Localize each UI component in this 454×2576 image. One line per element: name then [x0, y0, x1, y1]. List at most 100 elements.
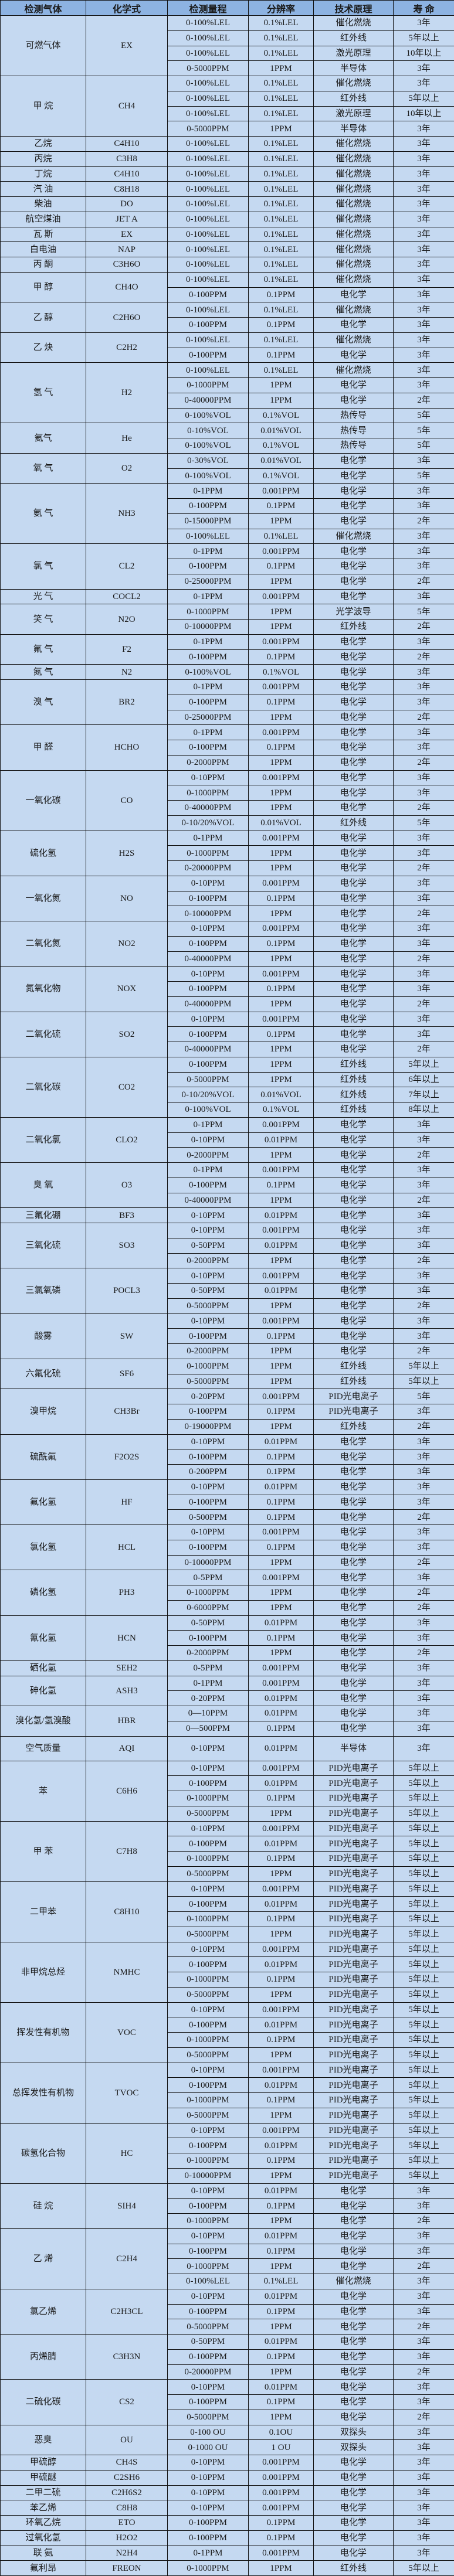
- technology-cell: 电化学: [314, 1329, 394, 1344]
- range-cell: 0-100%LEL: [168, 227, 249, 242]
- range-cell: 0-100%LEL: [168, 529, 249, 544]
- technology-cell: 电化学: [314, 1449, 394, 1465]
- lifespan-cell: 3年: [394, 559, 454, 574]
- range-cell: 0-100 OU: [168, 2425, 249, 2440]
- lifespan-cell: 5年以上: [394, 91, 454, 106]
- lifespan-cell: 3年: [394, 76, 454, 91]
- technology-cell: 电化学: [314, 1148, 394, 1163]
- gas-name-cell: 汽 油: [1, 182, 86, 197]
- range-cell: 0-10PPM: [168, 1942, 249, 1957]
- resolution-cell: 0.1PPM: [249, 2516, 314, 2531]
- lifespan-cell: 5年以上: [394, 2063, 454, 2078]
- technology-cell: 电化学: [314, 1434, 394, 1449]
- lifespan-cell: 5年以上: [394, 30, 454, 46]
- technology-cell: 电化学: [314, 1600, 394, 1615]
- lifespan-cell: 5年以上: [394, 1927, 454, 1942]
- resolution-cell: 0.001PPM: [249, 1163, 314, 1178]
- resolution-cell: 0.01PPM: [249, 1836, 314, 1852]
- resolution-cell: 0.1%LEL: [249, 363, 314, 378]
- resolution-cell: 0.001PPM: [249, 2485, 314, 2500]
- technology-cell: 催化燃烧: [314, 332, 394, 348]
- gas-name-cell: 乙烷: [1, 137, 86, 152]
- range-cell: 0-5000PPM: [168, 2108, 249, 2123]
- range-cell: 0-1000PPM: [168, 2093, 249, 2108]
- resolution-cell: 1PPM: [249, 1600, 314, 1615]
- technology-cell: PID光电离子: [314, 1852, 394, 1867]
- lifespan-cell: 3年: [394, 2274, 454, 2289]
- lifespan-cell: 3年: [394, 61, 454, 76]
- technology-cell: 催化燃烧: [314, 363, 394, 378]
- range-cell: 0-1000PPM: [168, 604, 249, 620]
- technology-cell: 半导体: [314, 121, 394, 137]
- resolution-cell: 0.01PPM: [249, 1479, 314, 1495]
- lifespan-cell: 3年: [394, 1721, 454, 1736]
- range-cell: 0-100%LEL: [168, 16, 249, 31]
- lifespan-cell: 5年以上: [394, 1972, 454, 1988]
- resolution-cell: 0.1PPM: [249, 2093, 314, 2108]
- technology-cell: PID光电离子: [314, 1881, 394, 1897]
- lifespan-cell: 2年: [394, 755, 454, 770]
- range-cell: 0-40000PPM: [168, 801, 249, 816]
- resolution-cell: 0.1%LEL: [249, 46, 314, 61]
- lifespan-cell: 3年: [394, 1404, 454, 1420]
- lifespan-cell: 3年: [394, 634, 454, 649]
- lifespan-cell: 3年: [394, 2228, 454, 2244]
- lifespan-cell: 2年: [394, 649, 454, 665]
- technology-cell: 电化学: [314, 1510, 394, 1525]
- gas-name-cell: 乙 炔: [1, 332, 86, 363]
- lifespan-cell: 10年以上: [394, 106, 454, 121]
- gas-name-cell: 砷化氢: [1, 1676, 86, 1706]
- range-cell: 0-100PPM: [168, 1776, 249, 1791]
- technology-cell: PID光电离子: [314, 2153, 394, 2169]
- range-cell: 0-100%LEL: [168, 2274, 249, 2289]
- range-cell: 0-20PPM: [168, 1691, 249, 1706]
- lifespan-cell: 5年以上: [394, 2561, 454, 2576]
- formula-cell: N2O: [86, 604, 168, 635]
- resolution-cell: 0.1PPM: [249, 1972, 314, 1988]
- lifespan-cell: 3年: [394, 1268, 454, 1284]
- range-cell: 0-5000PPM: [168, 2047, 249, 2063]
- range-cell: 0-10000PPM: [168, 906, 249, 921]
- formula-cell: H2S: [86, 831, 168, 876]
- lifespan-cell: 2年: [394, 393, 454, 408]
- lifespan-cell: 3年: [394, 544, 454, 559]
- resolution-cell: 1PPM: [249, 1927, 314, 1942]
- technology-cell: 电化学: [314, 2289, 394, 2304]
- resolution-cell: 1PPM: [249, 1419, 314, 1434]
- range-cell: 0-10PPM: [168, 921, 249, 937]
- resolution-cell: 0.1PPM: [249, 1329, 314, 1344]
- resolution-cell: 0.001PPM: [249, 831, 314, 846]
- range-cell: 0-10PPM: [168, 2183, 249, 2199]
- resolution-cell: 0.1OU: [249, 2425, 314, 2440]
- lifespan-cell: 3年: [394, 2485, 454, 2500]
- range-cell: 0-100PPM: [168, 1404, 249, 1420]
- range-cell: 0-100%LEL: [168, 106, 249, 121]
- technology-cell: PID光电离子: [314, 1821, 394, 1836]
- lifespan-cell: 3年: [394, 1223, 454, 1238]
- formula-cell: C2H6S2: [86, 2485, 168, 2500]
- technology-cell: 电化学: [314, 1344, 394, 1359]
- technology-cell: 电化学: [314, 453, 394, 468]
- formula-cell: C3H3N: [86, 2335, 168, 2380]
- range-cell: 0-1000PPM: [168, 1359, 249, 1374]
- technology-cell: 催化燃烧: [314, 227, 394, 242]
- technology-cell: 红外线: [314, 1057, 394, 1072]
- gas-name-cell: 联 氨: [1, 2546, 86, 2561]
- technology-cell: 电化学: [314, 680, 394, 695]
- technology-cell: PID光电离子: [314, 2138, 394, 2153]
- technology-cell: 电化学: [314, 1208, 394, 1223]
- lifespan-cell: 2年: [394, 1600, 454, 1615]
- technology-cell: 红外线: [314, 2561, 394, 2576]
- gas-name-cell: 甲硫醚: [1, 2470, 86, 2485]
- lifespan-cell: 5年以上: [394, 1942, 454, 1957]
